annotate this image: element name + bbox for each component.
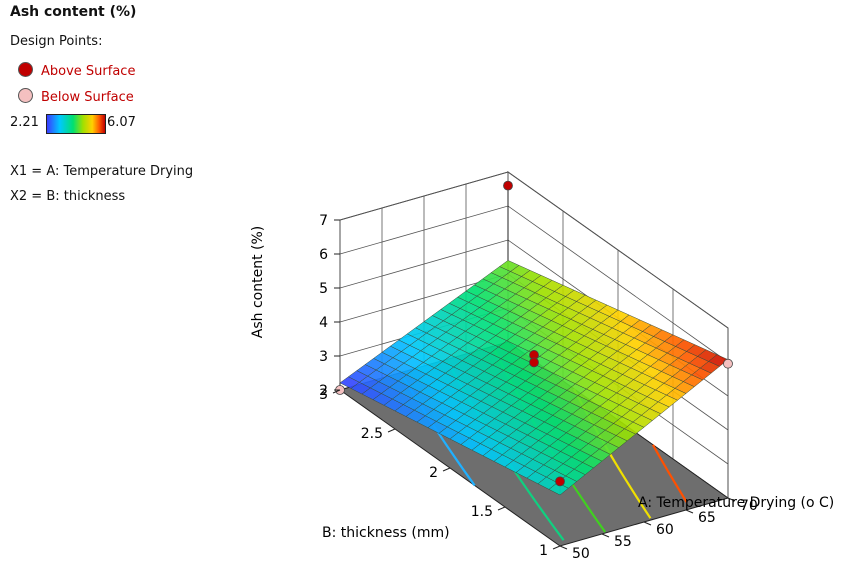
y-tick-label: 55 — [614, 534, 632, 550]
x-tick-mark — [442, 467, 451, 472]
z-tick-label: 5 — [319, 281, 328, 297]
z-tick-label: 3 — [319, 349, 328, 365]
below-surface-label: Below Surface — [41, 90, 134, 105]
floor-contour-line — [651, 444, 688, 503]
legend-below-surface: Below Surface — [18, 88, 134, 105]
design-point-below — [723, 358, 733, 369]
y-tick-label: 50 — [572, 546, 590, 561]
response-surface — [339, 260, 729, 496]
color-scale-max: 6.07 — [107, 115, 136, 130]
z-axis-label: Ash content (%) — [250, 226, 266, 338]
y-tick-mark — [559, 545, 568, 550]
x-tick-mark — [552, 545, 561, 550]
design-points-label: Design Points: — [10, 34, 103, 49]
y-tick-mark — [685, 509, 694, 514]
design-point-above — [529, 357, 539, 368]
x-tick-label: 3 — [319, 387, 328, 403]
x-tick-label: 1.5 — [471, 504, 493, 520]
x1-factor-label: X1 = A: Temperature Drying — [10, 164, 194, 179]
color-scale-bar — [46, 114, 106, 134]
y-tick-mark — [727, 497, 736, 502]
x-tick-mark — [387, 428, 396, 433]
x-tick-label: 1 — [539, 543, 548, 559]
x-tick-mark — [497, 506, 506, 511]
x-tick-label: 2.5 — [361, 426, 383, 442]
legend-title: Ash content (%) — [10, 4, 137, 20]
x-tick-mark — [332, 389, 341, 394]
legend: Ash content (%) Design Points: Above Sur… — [0, 0, 240, 220]
y-tick-label: 60 — [656, 522, 674, 538]
z-tick-label: 7 — [319, 213, 328, 229]
z-tick-label: 4 — [319, 315, 328, 331]
y-tick-label: 65 — [698, 510, 716, 526]
x-axis-label: B: thickness (mm) — [322, 525, 450, 541]
below-surface-marker-icon — [18, 88, 33, 103]
y-tick-mark — [601, 533, 610, 538]
z-tick-label: 6 — [319, 247, 328, 263]
y-tick-label: 70 — [740, 498, 758, 514]
y-axis-label: A: Temperature Drying (o C) — [638, 495, 834, 511]
legend-above-surface: Above Surface — [18, 62, 135, 79]
z-tick-label: 2 — [319, 383, 328, 399]
design-point-above — [555, 476, 565, 487]
x2-factor-label: X2 = B: thickness — [10, 189, 126, 204]
x-tick-label: 2 — [429, 465, 438, 481]
color-scale-min: 2.21 — [10, 115, 39, 130]
above-surface-label: Above Surface — [41, 64, 136, 79]
above-surface-marker-icon — [18, 62, 33, 77]
design-point-above — [503, 180, 513, 191]
y-tick-mark — [643, 521, 652, 526]
